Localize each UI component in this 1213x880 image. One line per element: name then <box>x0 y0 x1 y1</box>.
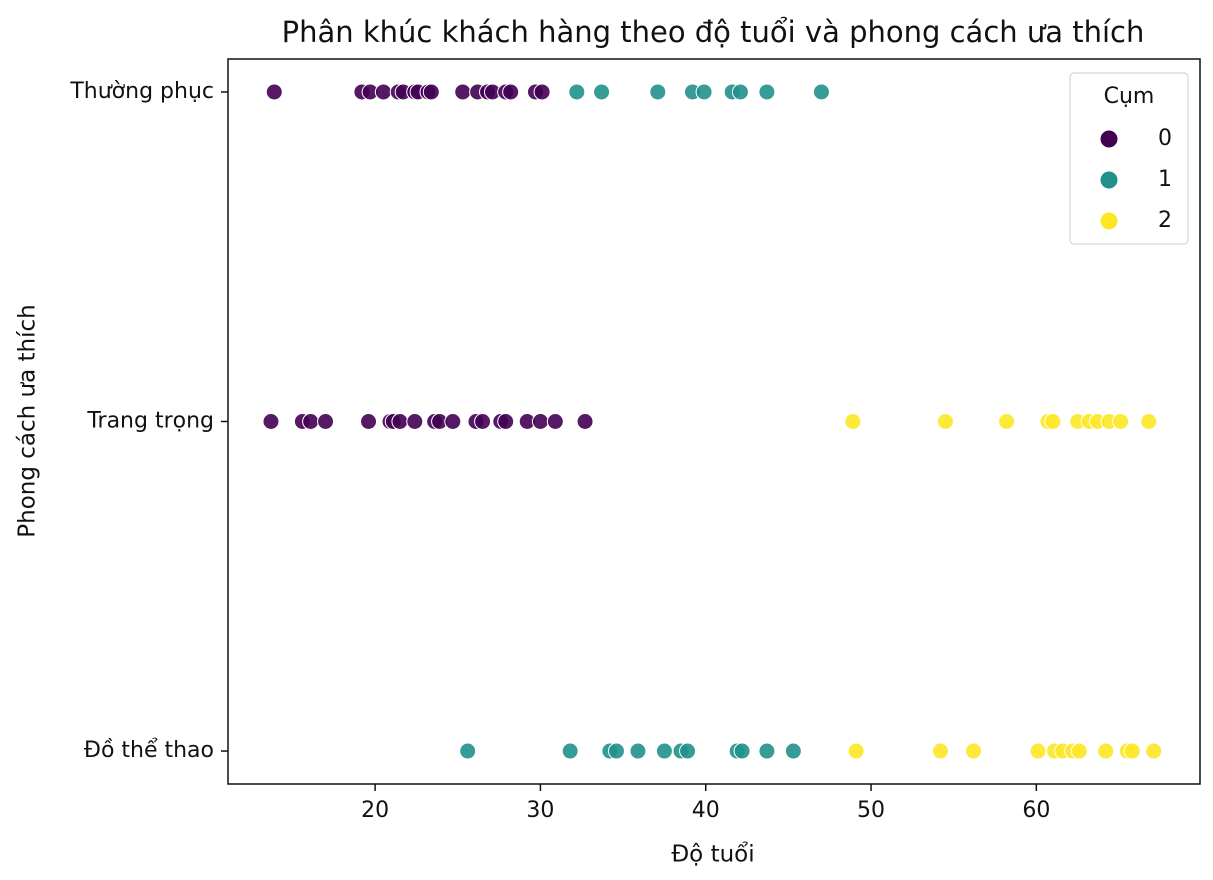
data-point <box>502 83 520 101</box>
x-tick-label: 50 <box>857 798 885 823</box>
data-point <box>391 413 409 430</box>
data-point <box>444 413 462 430</box>
data-point <box>360 413 378 430</box>
y-tick-label: Đồ thể thao <box>84 738 214 763</box>
data-point <box>1140 413 1158 430</box>
data-point <box>607 742 625 760</box>
data-point <box>844 413 862 430</box>
data-point <box>302 413 320 430</box>
data-point <box>733 742 751 760</box>
data-point <box>1123 742 1141 760</box>
y-tick-label: Trang trọng <box>86 409 214 434</box>
legend-marker <box>1099 211 1119 231</box>
data-point <box>422 83 440 101</box>
data-point <box>936 413 954 430</box>
data-point <box>812 83 830 101</box>
data-point <box>459 742 477 760</box>
data-point <box>847 742 865 760</box>
legend-title: Cụm <box>1104 84 1155 109</box>
x-tick-label: 20 <box>361 798 389 823</box>
data-point <box>758 742 776 760</box>
data-point <box>1097 742 1115 760</box>
data-point <box>998 413 1016 430</box>
data-point <box>965 742 983 760</box>
legend-label: 0 <box>1158 126 1172 151</box>
data-point <box>374 83 392 101</box>
legend-label: 2 <box>1158 208 1172 233</box>
data-point <box>265 83 283 101</box>
data-point <box>262 413 280 430</box>
data-point <box>1044 413 1062 430</box>
x-tick-label: 40 <box>692 798 720 823</box>
data-point <box>1145 742 1163 760</box>
legend-marker <box>1099 170 1119 190</box>
data-point <box>533 83 551 101</box>
legend-marker <box>1099 129 1119 149</box>
data-point <box>1029 742 1047 760</box>
data-point <box>784 742 802 760</box>
data-point <box>317 413 335 430</box>
x-axis-label: Độ tuổi <box>671 842 754 868</box>
data-point <box>655 742 673 760</box>
data-point <box>758 83 776 101</box>
plot-frame <box>227 58 1201 785</box>
legend-box <box>1069 72 1189 245</box>
data-point <box>649 83 667 101</box>
legend-label: 1 <box>1158 167 1172 192</box>
data-point <box>931 742 949 760</box>
x-tick-label: 30 <box>526 798 554 823</box>
data-point <box>531 413 549 430</box>
data-point <box>454 83 472 101</box>
data-point <box>695 83 713 101</box>
data-point <box>1112 413 1130 430</box>
data-point <box>568 83 586 101</box>
data-point <box>629 742 647 760</box>
y-tick-label: Thường phục <box>69 79 214 104</box>
data-point <box>546 413 564 430</box>
data-point <box>406 413 424 430</box>
data-point <box>561 742 579 760</box>
y-axis-label: Phong cách ưa thích <box>15 304 41 537</box>
data-point <box>1070 742 1088 760</box>
data-point <box>497 413 515 430</box>
chart-title: Phân khúc khách hàng theo độ tuổi và pho… <box>282 15 1145 49</box>
data-point <box>474 413 492 430</box>
data-point <box>593 83 611 101</box>
data-point <box>576 413 594 430</box>
data-point <box>679 742 697 760</box>
x-tick-label: 60 <box>1022 798 1050 823</box>
data-point <box>731 83 749 101</box>
